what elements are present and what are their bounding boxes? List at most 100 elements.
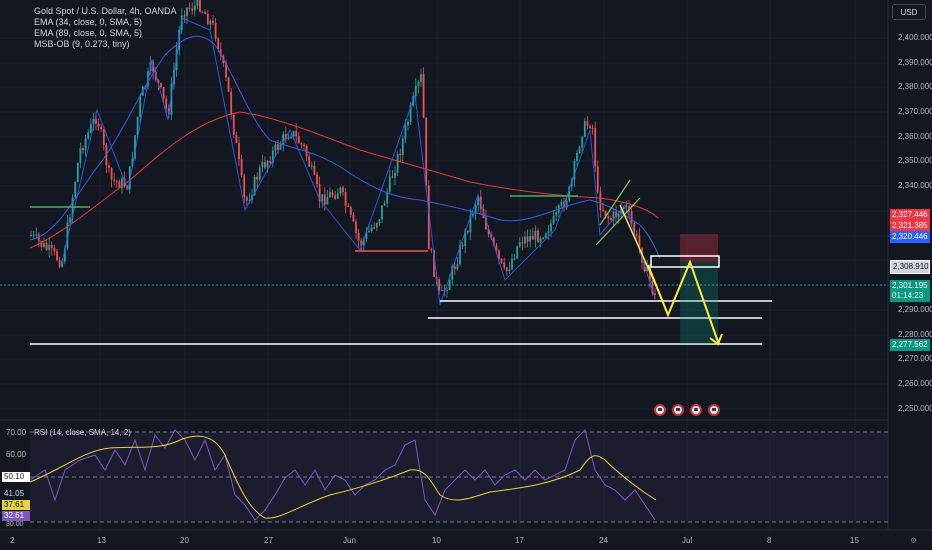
candle-body bbox=[170, 84, 173, 115]
price-tag-red-mid: 2,321.385 bbox=[890, 220, 930, 232]
candle-body bbox=[399, 154, 402, 156]
candle-body bbox=[420, 74, 422, 82]
candle-body bbox=[544, 233, 547, 238]
price-tag-blue: 2,320.446 bbox=[890, 231, 930, 243]
price-label: 2,250.000 bbox=[898, 404, 932, 413]
us-flag-event-icon[interactable] bbox=[708, 404, 720, 416]
legend-ema-34[interactable]: EMA (34, close, 0, SMA, 5) bbox=[34, 17, 143, 27]
candle-body bbox=[303, 144, 305, 146]
price-label: 2,370.000 bbox=[898, 107, 932, 116]
candle-body bbox=[461, 245, 464, 247]
price-label: 2,280.000 bbox=[898, 330, 932, 339]
candle-body bbox=[370, 227, 373, 231]
candle-body bbox=[443, 290, 446, 292]
candle-body bbox=[136, 116, 139, 136]
candle-body bbox=[45, 243, 48, 250]
channel-line-lower bbox=[595, 197, 641, 246]
us-flag-event-icon[interactable] bbox=[672, 404, 684, 416]
candle-body bbox=[183, 15, 186, 17]
candle-body bbox=[617, 214, 620, 217]
candle-body bbox=[162, 87, 165, 99]
rsi-line bbox=[29, 429, 656, 521]
candle-body bbox=[474, 205, 477, 214]
rsi-legend[interactable]: RSI (14, close, SMA, 14, 2) bbox=[34, 428, 131, 437]
candle-body bbox=[633, 223, 636, 235]
ema-34-line bbox=[29, 35, 661, 259]
price-label: 2,260.000 bbox=[898, 379, 932, 388]
candle-body bbox=[329, 192, 331, 198]
candle-body bbox=[79, 147, 82, 163]
candle-body bbox=[529, 236, 532, 242]
price-label: 2,290.000 bbox=[898, 305, 932, 314]
candle-body bbox=[599, 191, 602, 211]
candle-body bbox=[524, 236, 526, 244]
candle-body bbox=[425, 117, 428, 186]
candle-body bbox=[282, 134, 285, 145]
candle-body bbox=[531, 236, 534, 240]
candle-body bbox=[331, 192, 334, 196]
candle-body bbox=[74, 182, 77, 198]
candle-body bbox=[511, 258, 513, 270]
candle-body bbox=[230, 91, 233, 116]
candle-body bbox=[139, 95, 142, 117]
candle-body bbox=[264, 162, 266, 168]
candle-body bbox=[266, 161, 269, 168]
candle-body bbox=[537, 230, 539, 243]
candle-body bbox=[300, 143, 303, 145]
candle-body bbox=[290, 136, 292, 138]
candle-body bbox=[495, 245, 498, 251]
candle-body bbox=[391, 176, 394, 178]
candle-body bbox=[622, 207, 625, 209]
candle-body bbox=[204, 11, 207, 15]
candle-body bbox=[188, 7, 191, 9]
candle-body bbox=[500, 258, 503, 263]
candle-body bbox=[232, 115, 235, 135]
candle-body bbox=[147, 71, 149, 86]
us-flag-event-icon[interactable] bbox=[654, 404, 666, 416]
candle-body bbox=[404, 125, 407, 139]
candle-body bbox=[368, 230, 370, 232]
candle-body bbox=[66, 222, 69, 249]
candle-body bbox=[323, 194, 326, 205]
legend-msb-ob[interactable]: MSB-OB (9, 0.273, tiny) bbox=[34, 39, 130, 49]
candle-body bbox=[466, 230, 469, 233]
candle-body bbox=[318, 184, 321, 202]
rsi-ma-line bbox=[29, 435, 657, 519]
us-flag-event-icon[interactable] bbox=[690, 404, 702, 416]
candle-body bbox=[591, 127, 594, 129]
candle-body bbox=[201, 11, 204, 13]
settings-icon[interactable]: ⚙ bbox=[910, 536, 918, 545]
candle-body bbox=[555, 212, 558, 216]
candle-body bbox=[620, 208, 623, 215]
candle-body bbox=[508, 269, 511, 271]
candle-body bbox=[238, 142, 240, 160]
candle-body bbox=[84, 138, 87, 151]
candle-body bbox=[310, 165, 313, 167]
candle-body bbox=[193, 5, 196, 11]
candle-body bbox=[628, 206, 630, 212]
candle-body bbox=[646, 266, 649, 272]
candle-body bbox=[225, 62, 227, 78]
candle-body bbox=[349, 206, 352, 215]
currency-button[interactable]: USD bbox=[892, 4, 926, 20]
candle-body bbox=[542, 237, 545, 239]
candle-body bbox=[485, 217, 487, 230]
candle-body bbox=[152, 62, 155, 73]
candle-body bbox=[43, 243, 45, 247]
candle-body bbox=[121, 178, 123, 189]
candle-body bbox=[539, 238, 542, 243]
rsi-level-70: 70.00 bbox=[6, 428, 27, 437]
candle-body bbox=[360, 240, 363, 246]
candle-body bbox=[381, 205, 383, 220]
candle-body bbox=[235, 134, 238, 143]
candle-body bbox=[477, 196, 480, 206]
legend-panel: Gold Spot / U.S. Dollar, 4h, OANDA EMA (… bbox=[34, 6, 177, 50]
legend-ema-89[interactable]: EMA (89, close, 0, SMA, 5) bbox=[34, 28, 143, 38]
legend-symbol[interactable]: Gold Spot / U.S. Dollar, 4h, OANDA bbox=[34, 6, 177, 16]
candle-body bbox=[261, 162, 264, 168]
candle-body bbox=[292, 131, 295, 137]
candle-body bbox=[516, 246, 519, 259]
candle-body bbox=[373, 227, 376, 229]
candle-body bbox=[565, 200, 568, 208]
